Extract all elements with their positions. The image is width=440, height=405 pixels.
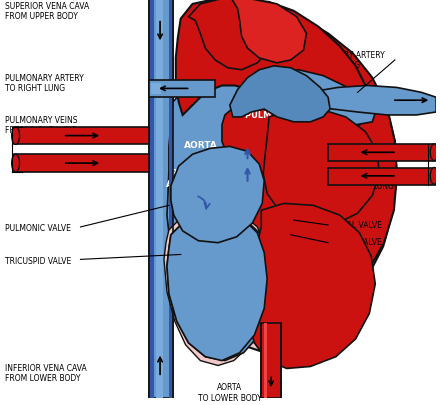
Text: PULMONARY ARTERY: PULMONARY ARTERY: [245, 111, 343, 120]
Polygon shape: [151, 83, 161, 95]
Ellipse shape: [12, 155, 19, 173]
Text: MITRAL VALVE: MITRAL VALVE: [328, 221, 382, 230]
Polygon shape: [230, 67, 330, 123]
Polygon shape: [264, 324, 267, 398]
Text: SUPERIOR VENA CAVA
FROM UPPER BODY: SUPERIOR VENA CAVA FROM UPPER BODY: [5, 2, 89, 21]
Text: AORTA
TO LOWER BODY: AORTA TO LOWER BODY: [198, 382, 262, 402]
Text: PULMONARY ARTERY
TO RIGHT LUNG: PULMONARY ARTERY TO RIGHT LUNG: [5, 74, 84, 93]
Text: LEFT
VENTRICLE: LEFT VENTRICLE: [286, 279, 341, 299]
Polygon shape: [169, 3, 397, 345]
Polygon shape: [189, 0, 277, 70]
Ellipse shape: [430, 145, 438, 161]
Text: RIGHT
ATRIUM: RIGHT ATRIUM: [166, 169, 205, 188]
Polygon shape: [149, 0, 173, 398]
Text: TRICUSPID VALVE: TRICUSPID VALVE: [5, 257, 71, 266]
Text: PULMONARY VEINS
FROM LEFT LUNG: PULMONARY VEINS FROM LEFT LUNG: [328, 172, 400, 191]
Polygon shape: [14, 155, 149, 173]
Polygon shape: [169, 0, 173, 398]
Text: INFERIOR VENA CAVA
FROM LOWER BODY: INFERIOR VENA CAVA FROM LOWER BODY: [5, 362, 87, 382]
Polygon shape: [328, 168, 436, 185]
Polygon shape: [308, 86, 436, 116]
Polygon shape: [263, 110, 379, 227]
Polygon shape: [149, 0, 154, 398]
Polygon shape: [169, 10, 397, 351]
Polygon shape: [167, 215, 267, 361]
Polygon shape: [328, 145, 436, 162]
Text: AORTA: AORTA: [183, 141, 217, 149]
Text: LEFT
ATRIUM: LEFT ATRIUM: [291, 159, 330, 178]
Polygon shape: [248, 70, 377, 126]
Polygon shape: [164, 212, 267, 366]
Ellipse shape: [12, 128, 19, 145]
Text: PULMONARY ARTERY
TO LEFT LUNG: PULMONARY ARTERY TO LEFT LUNG: [307, 51, 385, 70]
Polygon shape: [149, 80, 215, 98]
Polygon shape: [261, 324, 281, 398]
Text: PULMONARY VEINS
FROM RIGHT LUNG: PULMONARY VEINS FROM RIGHT LUNG: [5, 116, 77, 135]
Polygon shape: [167, 215, 271, 361]
Text: PULMONIC VALVE: PULMONIC VALVE: [5, 224, 71, 232]
Polygon shape: [167, 59, 251, 260]
Text: RIGHT
VENTRICLE: RIGHT VENTRICLE: [190, 289, 246, 309]
Polygon shape: [232, 0, 307, 64]
Text: AORTIC VALVE: AORTIC VALVE: [328, 237, 382, 246]
Polygon shape: [156, 0, 163, 398]
Polygon shape: [248, 204, 375, 369]
Polygon shape: [171, 147, 264, 243]
Polygon shape: [176, 0, 367, 137]
Ellipse shape: [430, 168, 438, 185]
Polygon shape: [14, 128, 149, 145]
